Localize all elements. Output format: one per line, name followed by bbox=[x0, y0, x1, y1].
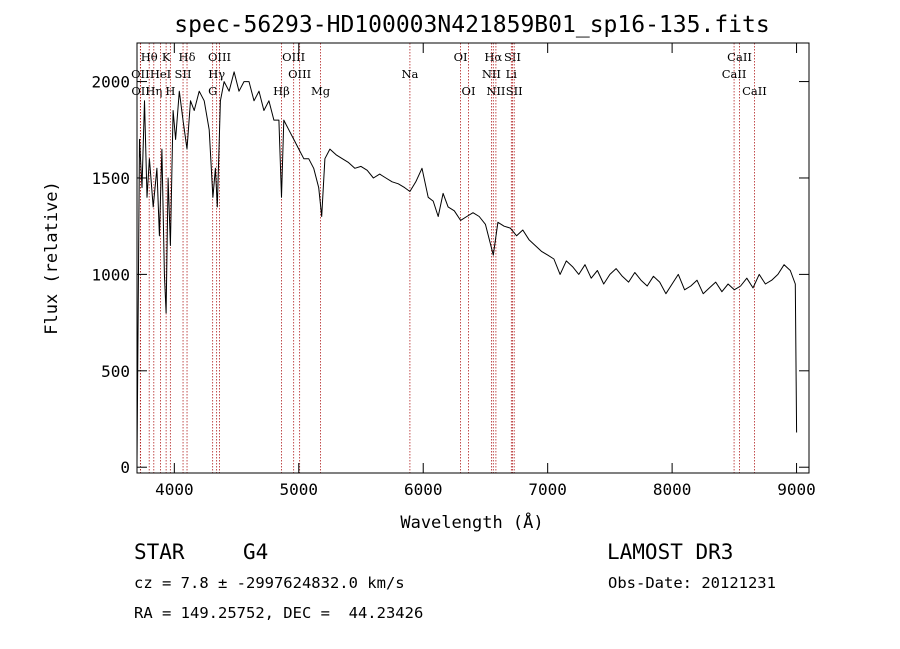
spectrum-chart: spec-56293-HD100003N421859B01_sp16-135.f… bbox=[42, 12, 816, 533]
line-label-h-line: H bbox=[165, 84, 175, 98]
line-label-s2-6717: SII bbox=[504, 50, 521, 64]
survey-name: LAMOST DR3 bbox=[607, 540, 734, 564]
line-label-he1: HeI bbox=[150, 67, 171, 81]
y-tick-label-500: 500 bbox=[101, 362, 130, 381]
line-label-ca2-8542: CaII bbox=[727, 50, 752, 64]
x-axis-label: Wavelength (Å) bbox=[400, 511, 543, 533]
line-label-h-gamma: Hγ bbox=[208, 67, 225, 81]
y-tick-label-1500: 1500 bbox=[91, 169, 130, 188]
chart-title: spec-56293-HD100003N421859B01_sp16-135.f… bbox=[174, 12, 769, 38]
x-tick-label-6000: 6000 bbox=[404, 480, 443, 499]
line-label-k-line: K bbox=[162, 50, 171, 64]
x-tick-label-4000: 4000 bbox=[155, 480, 194, 499]
line-label-n2-6584: NII bbox=[486, 84, 505, 98]
spectrum-line bbox=[136, 71, 798, 464]
line-label-na: Na bbox=[401, 67, 418, 81]
redshift-readout: cz = 7.8 ± -2997624832.0 km/s bbox=[134, 574, 405, 592]
line-label-o2-3730: OII bbox=[131, 84, 150, 98]
line-label-g-band: G bbox=[208, 84, 217, 98]
observation-date: Obs-Date: 20121231 bbox=[608, 574, 776, 592]
y-tick-label-1000: 1000 bbox=[91, 265, 130, 284]
y-axis-label: Flux (relative) bbox=[42, 181, 62, 335]
object-subclass: G4 bbox=[243, 540, 269, 564]
x-tick-label-5000: 5000 bbox=[280, 480, 319, 499]
line-label-li: Li bbox=[506, 67, 518, 81]
line-label-h-delta: Hδ bbox=[179, 50, 196, 64]
line-label-s2-6731: SII bbox=[506, 84, 523, 98]
object-class: STAR bbox=[134, 540, 185, 564]
axis-ticks: 4000 5000 6000 7000 8000 9000 0 500 1000 1500 2000 bbox=[91, 43, 816, 499]
line-label-ca2-8498: CaII bbox=[722, 67, 747, 81]
plot-frame bbox=[136, 42, 810, 474]
x-tick-label-7000: 7000 bbox=[528, 480, 567, 499]
line-label-mg: Mg bbox=[311, 84, 331, 98]
line-label-o1-6300: OI bbox=[454, 50, 468, 64]
y-tick-label-0: 0 bbox=[120, 458, 130, 477]
line-label-h-eta: Hη bbox=[145, 84, 162, 98]
line-label-o3-5007: OIII bbox=[288, 67, 311, 81]
line-label-o3-4959: OIII bbox=[282, 50, 305, 64]
line-label-s2-4068: SII bbox=[175, 67, 192, 81]
coordinates-readout: RA = 149.25752, DEC = 44.23426 bbox=[134, 604, 424, 622]
line-label-o3-4363: OIII bbox=[208, 50, 231, 64]
x-tick-label-9000: 9000 bbox=[777, 480, 816, 499]
line-label-h-alpha: Hα bbox=[484, 50, 502, 64]
line-label-h-beta: Hβ bbox=[273, 84, 290, 98]
y-tick-label-2000: 2000 bbox=[91, 73, 130, 92]
line-label-n2-6548: NII bbox=[482, 67, 501, 81]
x-tick-label-8000: 8000 bbox=[653, 480, 692, 499]
line-label-h-theta: Hθ bbox=[141, 50, 158, 64]
line-label-ca2-8662: CaII bbox=[742, 84, 767, 98]
line-label-o1-6364: OI bbox=[462, 84, 476, 98]
